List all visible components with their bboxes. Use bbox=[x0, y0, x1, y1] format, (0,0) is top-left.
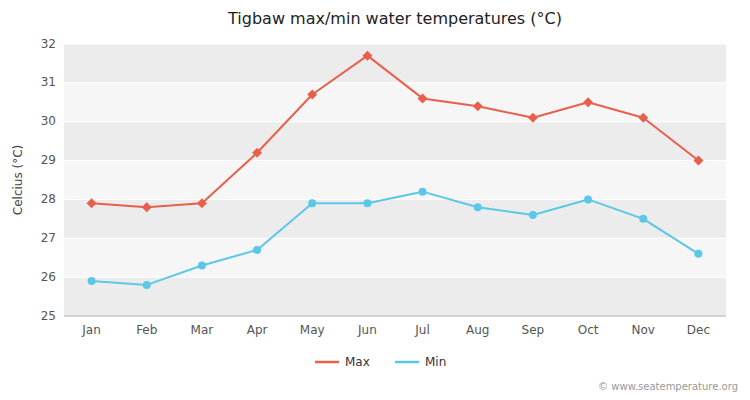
grid-line bbox=[64, 82, 726, 83]
y-axis: 25 26 27 28 29 30 31 32 bbox=[41, 37, 56, 323]
legend-label: Max bbox=[345, 355, 370, 369]
y-tick-label: 26 bbox=[41, 270, 56, 284]
x-tick-label: Apr bbox=[247, 323, 268, 337]
grid-line bbox=[64, 121, 726, 122]
point bbox=[584, 195, 592, 203]
grid bbox=[64, 44, 726, 316]
point bbox=[638, 113, 648, 123]
point bbox=[142, 202, 152, 212]
series bbox=[88, 188, 703, 289]
x-axis: Jan Feb Mar Apr May Jun Jul Aug Sep Oct Nov Dec bbox=[64, 316, 726, 337]
point bbox=[528, 113, 538, 123]
x-tick-label: Feb bbox=[136, 323, 157, 337]
grid-band bbox=[64, 277, 726, 316]
chart-svg: 25 26 27 28 29 30 31 32 Celcius (°C) Jan Feb Mar Apr… bbox=[0, 0, 750, 400]
point bbox=[474, 203, 482, 211]
point bbox=[197, 198, 207, 208]
y-tick-label: 30 bbox=[41, 114, 56, 128]
grid-band bbox=[64, 122, 726, 161]
legend: Max Min bbox=[315, 355, 446, 369]
x-tick-label: Nov bbox=[632, 323, 655, 337]
y-tick-label: 32 bbox=[41, 37, 56, 51]
series-line bbox=[92, 192, 699, 285]
point bbox=[253, 246, 261, 254]
point bbox=[419, 188, 427, 196]
grid-line bbox=[64, 199, 726, 200]
x-tick-label: Mar bbox=[191, 323, 214, 337]
point bbox=[307, 90, 317, 100]
point bbox=[87, 198, 97, 208]
chart-container: 25 26 27 28 29 30 31 32 Celcius (°C) Jan Feb Mar Apr… bbox=[0, 0, 750, 400]
x-tick-label: Jun bbox=[357, 323, 377, 337]
legend-label: Min bbox=[425, 355, 446, 369]
point bbox=[473, 101, 483, 111]
point bbox=[418, 93, 428, 103]
y-tick-label: 25 bbox=[41, 309, 56, 323]
point bbox=[308, 199, 316, 207]
point bbox=[252, 148, 262, 158]
x-tick-label: Oct bbox=[578, 323, 599, 337]
x-tick-label: Dec bbox=[687, 323, 710, 337]
y-tick-label: 31 bbox=[41, 75, 56, 89]
grid-line bbox=[64, 316, 726, 317]
y-tick-label: 27 bbox=[41, 231, 56, 245]
legend-swatch bbox=[395, 361, 419, 364]
chart-title: Tigbaw max/min water temperatures (°C) bbox=[227, 9, 562, 28]
x-tick-label: Jul bbox=[414, 323, 429, 337]
point bbox=[693, 156, 703, 166]
series bbox=[87, 51, 704, 213]
point bbox=[363, 199, 371, 207]
point bbox=[694, 250, 702, 258]
y-tick-label: 29 bbox=[41, 153, 56, 167]
grid-band bbox=[64, 161, 726, 200]
grid-line bbox=[64, 277, 726, 278]
point bbox=[639, 215, 647, 223]
grid-band bbox=[64, 83, 726, 122]
plot-area bbox=[87, 51, 704, 289]
x-tick-label: Sep bbox=[522, 323, 545, 337]
grid-band bbox=[64, 238, 726, 277]
x-tick-label: Aug bbox=[466, 323, 489, 337]
legend-swatch bbox=[315, 361, 339, 364]
point bbox=[529, 211, 537, 219]
grid-line bbox=[64, 160, 726, 161]
watermark: © www.seatemperature.org bbox=[598, 381, 738, 392]
point bbox=[198, 261, 206, 269]
point bbox=[143, 281, 151, 289]
y-axis-label: Celcius (°C) bbox=[11, 145, 25, 215]
x-tick-label: Jan bbox=[81, 323, 101, 337]
grid-line bbox=[64, 44, 726, 45]
y-tick-label: 28 bbox=[41, 192, 56, 206]
point bbox=[88, 277, 96, 285]
grid-line bbox=[64, 238, 726, 239]
x-axis-line bbox=[64, 316, 726, 317]
point bbox=[583, 97, 593, 107]
point bbox=[362, 51, 372, 61]
x-tick-label: May bbox=[300, 323, 325, 337]
series-line bbox=[92, 56, 699, 208]
